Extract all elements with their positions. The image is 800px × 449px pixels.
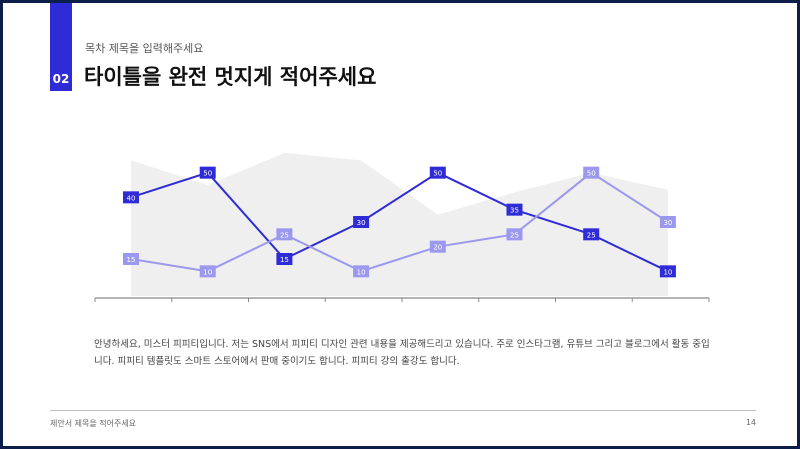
line-chart: 항목01항목02항목03항목04항목05항목06항목07항목0840501530… (94, 152, 710, 302)
data-point-marker (199, 265, 216, 278)
data-label: 15 (127, 256, 136, 264)
data-label: 30 (663, 219, 672, 227)
footer-divider (50, 410, 756, 411)
data-point-marker (199, 166, 216, 179)
data-label: 50 (587, 170, 596, 178)
data-point-marker (583, 166, 600, 179)
data-point-marker (353, 216, 370, 228)
page-title: 타이틀을 완전 멋지게 적어주세요 (84, 65, 377, 89)
data-label: 30 (357, 219, 366, 227)
data-point-marker (659, 265, 676, 278)
page-subtitle: 목차 제목을 입력해주세요 (85, 42, 204, 55)
section-number: 02 (52, 72, 70, 86)
section-accent-bar (50, 3, 72, 91)
line-series-1 (130, 171, 669, 273)
data-label: 10 (203, 268, 212, 276)
data-label: 10 (357, 268, 366, 276)
data-point-marker (659, 216, 676, 228)
data-label: 35 (510, 207, 519, 215)
line-series-0 (130, 171, 669, 273)
data-label: 50 (203, 170, 212, 178)
data-label: 15 (280, 256, 289, 264)
page-number: 14 (745, 418, 756, 427)
data-label: 20 (433, 244, 442, 252)
data-point-marker (123, 191, 139, 204)
area-series-2 (131, 152, 668, 296)
data-label: 50 (433, 170, 442, 178)
data-point-marker (276, 253, 293, 265)
data-label: 10 (663, 268, 672, 276)
data-label: 40 (127, 194, 136, 202)
data-point-marker (276, 228, 293, 241)
data-point-marker (506, 228, 523, 241)
data-point-marker (123, 253, 139, 265)
data-label: 25 (587, 231, 596, 239)
data-point-marker (429, 166, 446, 179)
footer-title: 제안서 제목을 적어주세요 (50, 419, 137, 428)
data-point-marker (429, 240, 446, 253)
data-label: 25 (510, 231, 519, 239)
data-label: 25 (280, 231, 289, 239)
data-point-marker (506, 203, 523, 216)
data-point-marker (583, 228, 600, 241)
slide: 02 목차 제목을 입력해주세요 타이틀을 완전 멋지게 적어주세요 항목01항… (3, 3, 797, 446)
data-point-marker (353, 265, 370, 278)
body-paragraph: 안녕하세요, 미스터 피피티입니다. 저는 SNS에서 피피티 디자인 관련 내… (94, 339, 710, 367)
